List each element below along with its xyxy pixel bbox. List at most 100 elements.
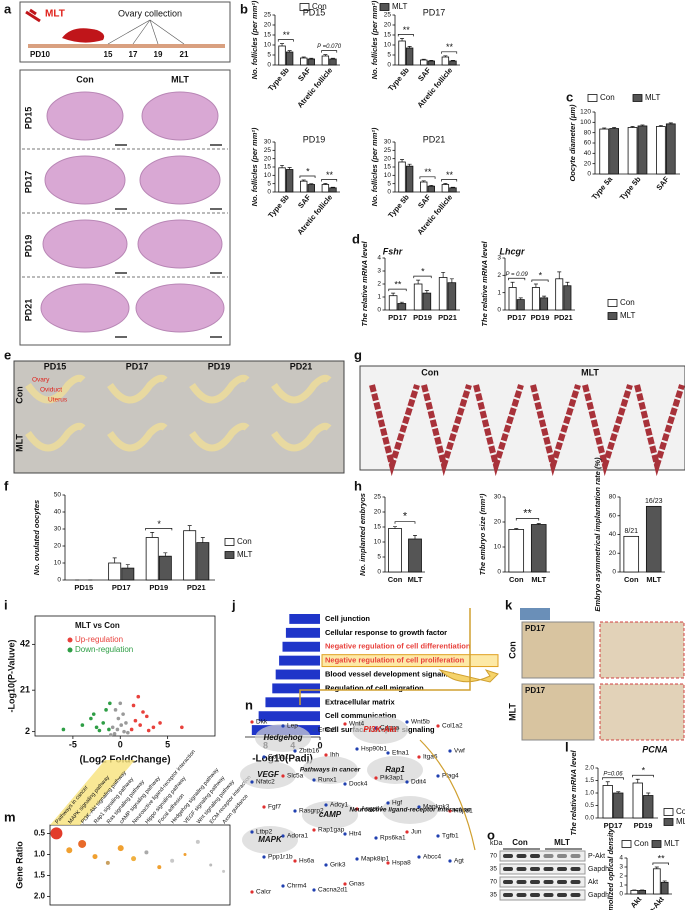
y-tick-label: 21 <box>20 685 30 695</box>
category-label: Negative regulation of cell proliferatio… <box>325 656 465 665</box>
reproductive-tract-photo <box>107 374 168 404</box>
point <box>129 727 134 732</box>
gene-label: Cdppa <box>380 725 400 732</box>
bar <box>530 524 547 573</box>
legend-swatch <box>67 647 73 653</box>
dot <box>170 858 175 863</box>
band <box>557 893 567 897</box>
bar <box>422 292 432 311</box>
bar <box>540 297 549 311</box>
x-tick-label: SAF <box>654 174 671 192</box>
gene-label: Abcc4 <box>423 854 441 861</box>
row-label: Con <box>507 641 517 659</box>
dot <box>78 839 87 848</box>
y-tick-label: 1 <box>619 882 623 889</box>
point <box>180 725 184 730</box>
gene-label: Erbb2 <box>318 727 336 734</box>
band <box>530 867 540 871</box>
gene-node <box>386 751 390 755</box>
hub-cluster <box>367 756 423 784</box>
error-bar <box>612 127 617 129</box>
bar <box>665 123 676 175</box>
gene-node <box>448 859 452 863</box>
x-tick-label: PD19 <box>634 821 653 830</box>
band-label: Akt <box>588 879 598 886</box>
gene-node <box>281 834 285 838</box>
error-bar <box>391 292 396 296</box>
legend-label: MLT <box>237 550 253 559</box>
bar <box>632 782 643 819</box>
blot-strip <box>499 876 586 888</box>
ihc-image <box>521 683 595 741</box>
point <box>108 701 112 706</box>
y-axis-label: No. follicles (per mm²) <box>370 127 379 206</box>
panel-label: o <box>487 827 495 842</box>
value-label: 8/21 <box>624 528 638 535</box>
legend-swatch <box>663 808 674 816</box>
dot <box>209 863 213 867</box>
error-bar <box>416 279 421 284</box>
significance-bracket <box>652 862 669 865</box>
y-tick-label: 0 <box>377 307 381 314</box>
hub-cluster <box>352 716 408 744</box>
legend-label: Con <box>312 2 327 11</box>
reproductive-tract-photo <box>189 374 250 404</box>
significance: * <box>306 166 310 176</box>
dot <box>92 854 98 860</box>
point <box>80 723 85 727</box>
x-tick-label: PD17 <box>388 313 407 322</box>
panel-label: e <box>4 347 11 362</box>
collection-line <box>107 19 151 45</box>
gene-node <box>417 755 421 759</box>
chart-title: PCNA <box>642 744 668 754</box>
gene-label: Itga6 <box>423 754 438 761</box>
column-header: PD21 <box>290 361 313 371</box>
reproductive-tract-photo <box>271 422 332 452</box>
panel-label: g <box>354 347 362 362</box>
stain-tag <box>520 608 550 620</box>
y-axis-label: -Log10(P-Valuve) <box>6 639 16 712</box>
error-bar <box>330 57 335 59</box>
bar <box>285 627 320 638</box>
y-tick-label: 20 <box>494 519 502 526</box>
bar <box>602 785 613 819</box>
band <box>516 867 527 871</box>
dot <box>183 852 187 856</box>
y-tick-label: 0 <box>267 62 271 69</box>
gene-label: Ihh <box>330 752 339 759</box>
band <box>570 854 581 858</box>
histology-image <box>46 91 124 141</box>
y-tick-label: 0 <box>612 569 616 576</box>
x-tick-label: p-Akt <box>647 894 667 910</box>
error-bar <box>443 183 448 185</box>
y-axis-label: No. follicles (per mm²) <box>250 0 259 79</box>
error-bar <box>407 46 412 48</box>
error-bar <box>323 183 328 185</box>
point <box>131 703 136 708</box>
value-label: 16/23 <box>645 498 663 505</box>
histology-image <box>40 283 130 333</box>
blot-strip <box>499 863 586 875</box>
x-tick-label: Con <box>624 575 639 584</box>
y-tick-label: 1 <box>377 294 381 301</box>
collection-line <box>149 19 185 45</box>
collection-line <box>132 19 151 45</box>
y-tick-label: 2.0 <box>34 892 46 901</box>
annotation: Uterus <box>48 397 68 404</box>
y-axis-label: The relative mRNA level <box>480 241 489 327</box>
y-tick-label: 5 <box>377 554 381 561</box>
hub-cluster <box>302 756 358 784</box>
hub-cluster <box>242 826 298 854</box>
bar <box>613 792 624 819</box>
gene-label: Htr4 <box>349 831 362 838</box>
x-tick-label: Type 5a <box>590 174 615 201</box>
error-bar <box>112 557 117 563</box>
gene-node <box>436 834 440 838</box>
gene-label: Hs6a <box>299 858 315 865</box>
y-axis-label: No. ovulated oocytes <box>32 500 41 575</box>
point <box>146 728 151 733</box>
significance: ** <box>402 25 410 35</box>
x-tick-label: Con <box>388 575 403 584</box>
point <box>119 723 124 727</box>
band <box>530 893 540 897</box>
